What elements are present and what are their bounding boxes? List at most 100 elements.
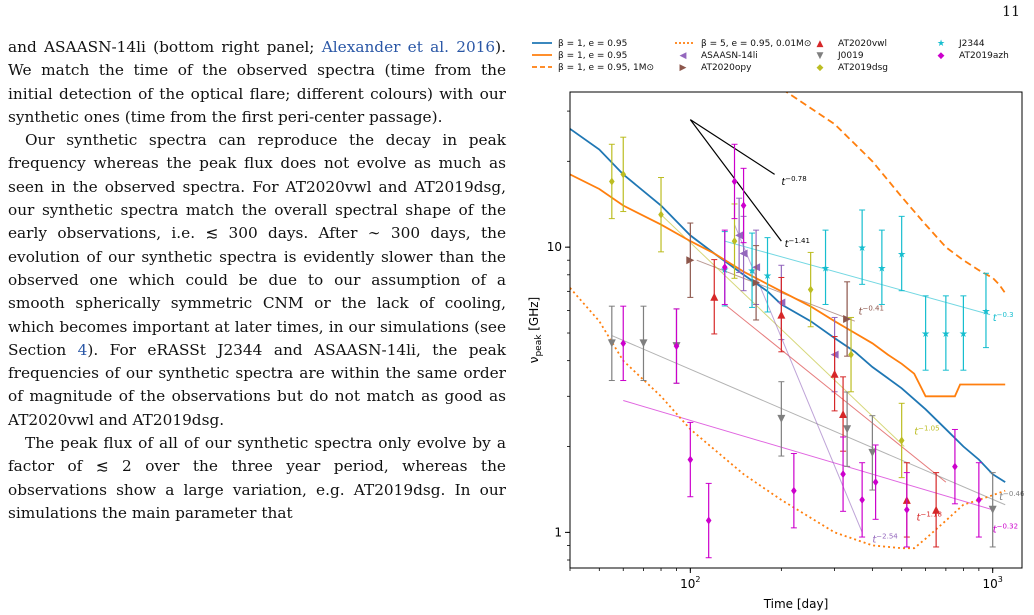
data-point-j2344: ★ — [981, 306, 990, 317]
data-point-at2019azh — [791, 486, 797, 495]
data-point-at2019dsg — [848, 350, 854, 359]
data-point-at2020vwl — [932, 505, 941, 514]
legend-label: ASAASN-14li — [701, 51, 758, 61]
paragraph-1: and ASAASN-14li (bottom right panel; Ale… — [8, 36, 506, 129]
power-law-label-0: t−0.78 — [781, 175, 806, 188]
data-point-j0019 — [868, 448, 877, 457]
data-point-j0019 — [607, 339, 616, 348]
legend-marker-swatch: ▲ — [817, 39, 824, 49]
body-text-column: and ASAASN-14li (bottom right panel; Ale… — [8, 36, 506, 525]
power-law-label-7: t−0.32 — [993, 522, 1018, 535]
power-law-line-4 — [660, 214, 905, 447]
legend-label: J2344 — [958, 39, 985, 49]
power-law-line-6 — [611, 335, 1006, 506]
data-point-at2019azh — [673, 342, 680, 351]
data-point-j2344: ★ — [877, 263, 886, 274]
paragraph-3: The peak flux of all of our synthetic sp… — [8, 434, 506, 522]
legend-label: AT2020opy — [701, 63, 752, 73]
legend-label: β = 1, e = 0.95 — [558, 51, 627, 61]
model-curve-2 — [784, 92, 1006, 294]
y-tick-label: 10 — [547, 240, 562, 254]
data-point-j2344: ★ — [897, 250, 906, 261]
page-number: 11 — [1002, 4, 1020, 20]
y-tick-label: 1 — [554, 525, 562, 539]
x-tick-label: 102 — [680, 575, 700, 591]
data-point-at2019azh — [620, 339, 627, 348]
legend-marker-swatch: ◆ — [817, 63, 824, 73]
power-law-label-5: t−1.18 — [917, 511, 942, 524]
data-point-at2019azh — [952, 462, 958, 471]
power-law-label-1: t−1.41 — [785, 237, 810, 250]
data-point-at2020opy — [752, 278, 761, 287]
data-point-at2019azh — [976, 495, 982, 504]
data-point-j0019 — [988, 505, 997, 514]
model-curve-3 — [570, 287, 1006, 550]
data-point-at2019azh — [687, 455, 694, 464]
data-point-at2019dsg — [731, 237, 738, 246]
data-point-at2019dsg — [898, 436, 905, 445]
data-point-at2019dsg — [609, 177, 615, 186]
peak-frequency-chart: ★ ★ ★ ★ ★ ★ ★ ★ ★ ★ ★ t−0.78 t−1.41 t−0.41 t−0.3 t−1.05… — [527, 39, 1025, 611]
data-point-j2344: ★ — [748, 266, 757, 277]
power-law-label-2: t−0.41 — [859, 305, 884, 318]
legend-marker-swatch: ◀ — [680, 51, 687, 61]
data-point-asaasn-14li — [739, 249, 748, 258]
data-point-asaasn-14li — [735, 231, 744, 240]
legend-label: J0019 — [837, 51, 864, 61]
legend-label: AT2020vwl — [838, 39, 887, 49]
data-point-j0019 — [843, 425, 852, 434]
data-point-at2019azh — [904, 505, 910, 514]
legend-label: AT2019azh — [959, 51, 1009, 61]
data-point-at2020vwl — [830, 369, 839, 378]
data-point-j2344: ★ — [921, 329, 930, 340]
x-tick-label: 103 — [983, 575, 1003, 591]
data-point-j2344: ★ — [959, 329, 968, 340]
data-point-at2020opy — [843, 314, 852, 323]
data-point-j2344: ★ — [858, 243, 867, 254]
power-law-label-6: t−0.46 — [999, 490, 1025, 503]
data-point-j2344: ★ — [941, 329, 950, 340]
power-law-label-3: t−0.3 — [993, 311, 1014, 324]
chart-legend: β = 1, e = 0.95 β = 1, e = 0.95 β = 1, e =… — [532, 39, 1009, 73]
data-point-at2020vwl — [777, 310, 786, 319]
data-point-at2019dsg — [807, 285, 814, 294]
data-point-j0019 — [777, 414, 786, 423]
legend-label: β = 5, e = 0.95, 0.01M⊙ — [701, 39, 811, 49]
model-curve-0 — [570, 128, 1006, 483]
peak-frequency-figure: ★ ★ ★ ★ ★ ★ ★ ★ ★ ★ ★ t−0.78 t−1.41 t−0.41 t−0.3 t−1.05… — [520, 30, 1032, 615]
plot-area: ★★★★★★★★★★★ — [570, 92, 1006, 559]
data-point-at2019azh — [859, 495, 865, 504]
data-point-at2020vwl — [839, 410, 848, 419]
data-point-at2020opy — [686, 256, 695, 265]
data-point-at2019azh — [840, 470, 846, 479]
x-axis-label: Time [day] — [763, 597, 829, 611]
p2-text-end: ). For eRASSt J2344 and ASAASN-14li, the… — [8, 340, 506, 429]
data-point-at2019azh — [872, 478, 879, 487]
plot-frame — [569, 91, 1023, 569]
legend-marker-swatch: ◆ — [938, 51, 945, 61]
data-point-at2019dsg — [658, 210, 664, 219]
data-point-at2020vwl — [710, 292, 719, 301]
y-axis-label: νpeak [GHz] — [527, 297, 544, 364]
data-point-j2344: ★ — [763, 271, 772, 282]
power-law-label-8: t−2.54 — [872, 533, 898, 546]
data-point-at2019azh — [740, 201, 747, 210]
paragraph-2: Our synthetic spectra can reproduce the … — [8, 129, 506, 432]
data-point-at2019dsg — [620, 170, 627, 179]
data-point-j2344: ★ — [821, 263, 830, 274]
power-law-line-5 — [724, 304, 947, 483]
section-reference-link[interactable]: 4 — [77, 340, 88, 359]
power-law-line-7 — [623, 400, 993, 511]
model-curve-1 — [570, 173, 1006, 398]
data-point-at2019azh — [705, 516, 712, 525]
data-point-at2019azh — [731, 177, 738, 186]
data-point-j0019 — [639, 339, 648, 348]
legend-marker-swatch: ▶ — [680, 63, 687, 73]
legend-marker-swatch: ▼ — [817, 51, 824, 61]
p1-text-start: and ASAASN-14li (bottom right panel; — [8, 38, 315, 56]
p2-text-start: Our synthetic spectra can reproduce the … — [8, 131, 506, 359]
citation-alexander-2016[interactable]: Alexander et al. 2016 — [321, 38, 496, 56]
p1-text-end: ). We match the time of the observed spe… — [8, 38, 507, 126]
power-law-label-4: t−1.05 — [914, 425, 939, 438]
legend-label: β = 1, e = 0.95, 1M⊙ — [558, 63, 654, 73]
